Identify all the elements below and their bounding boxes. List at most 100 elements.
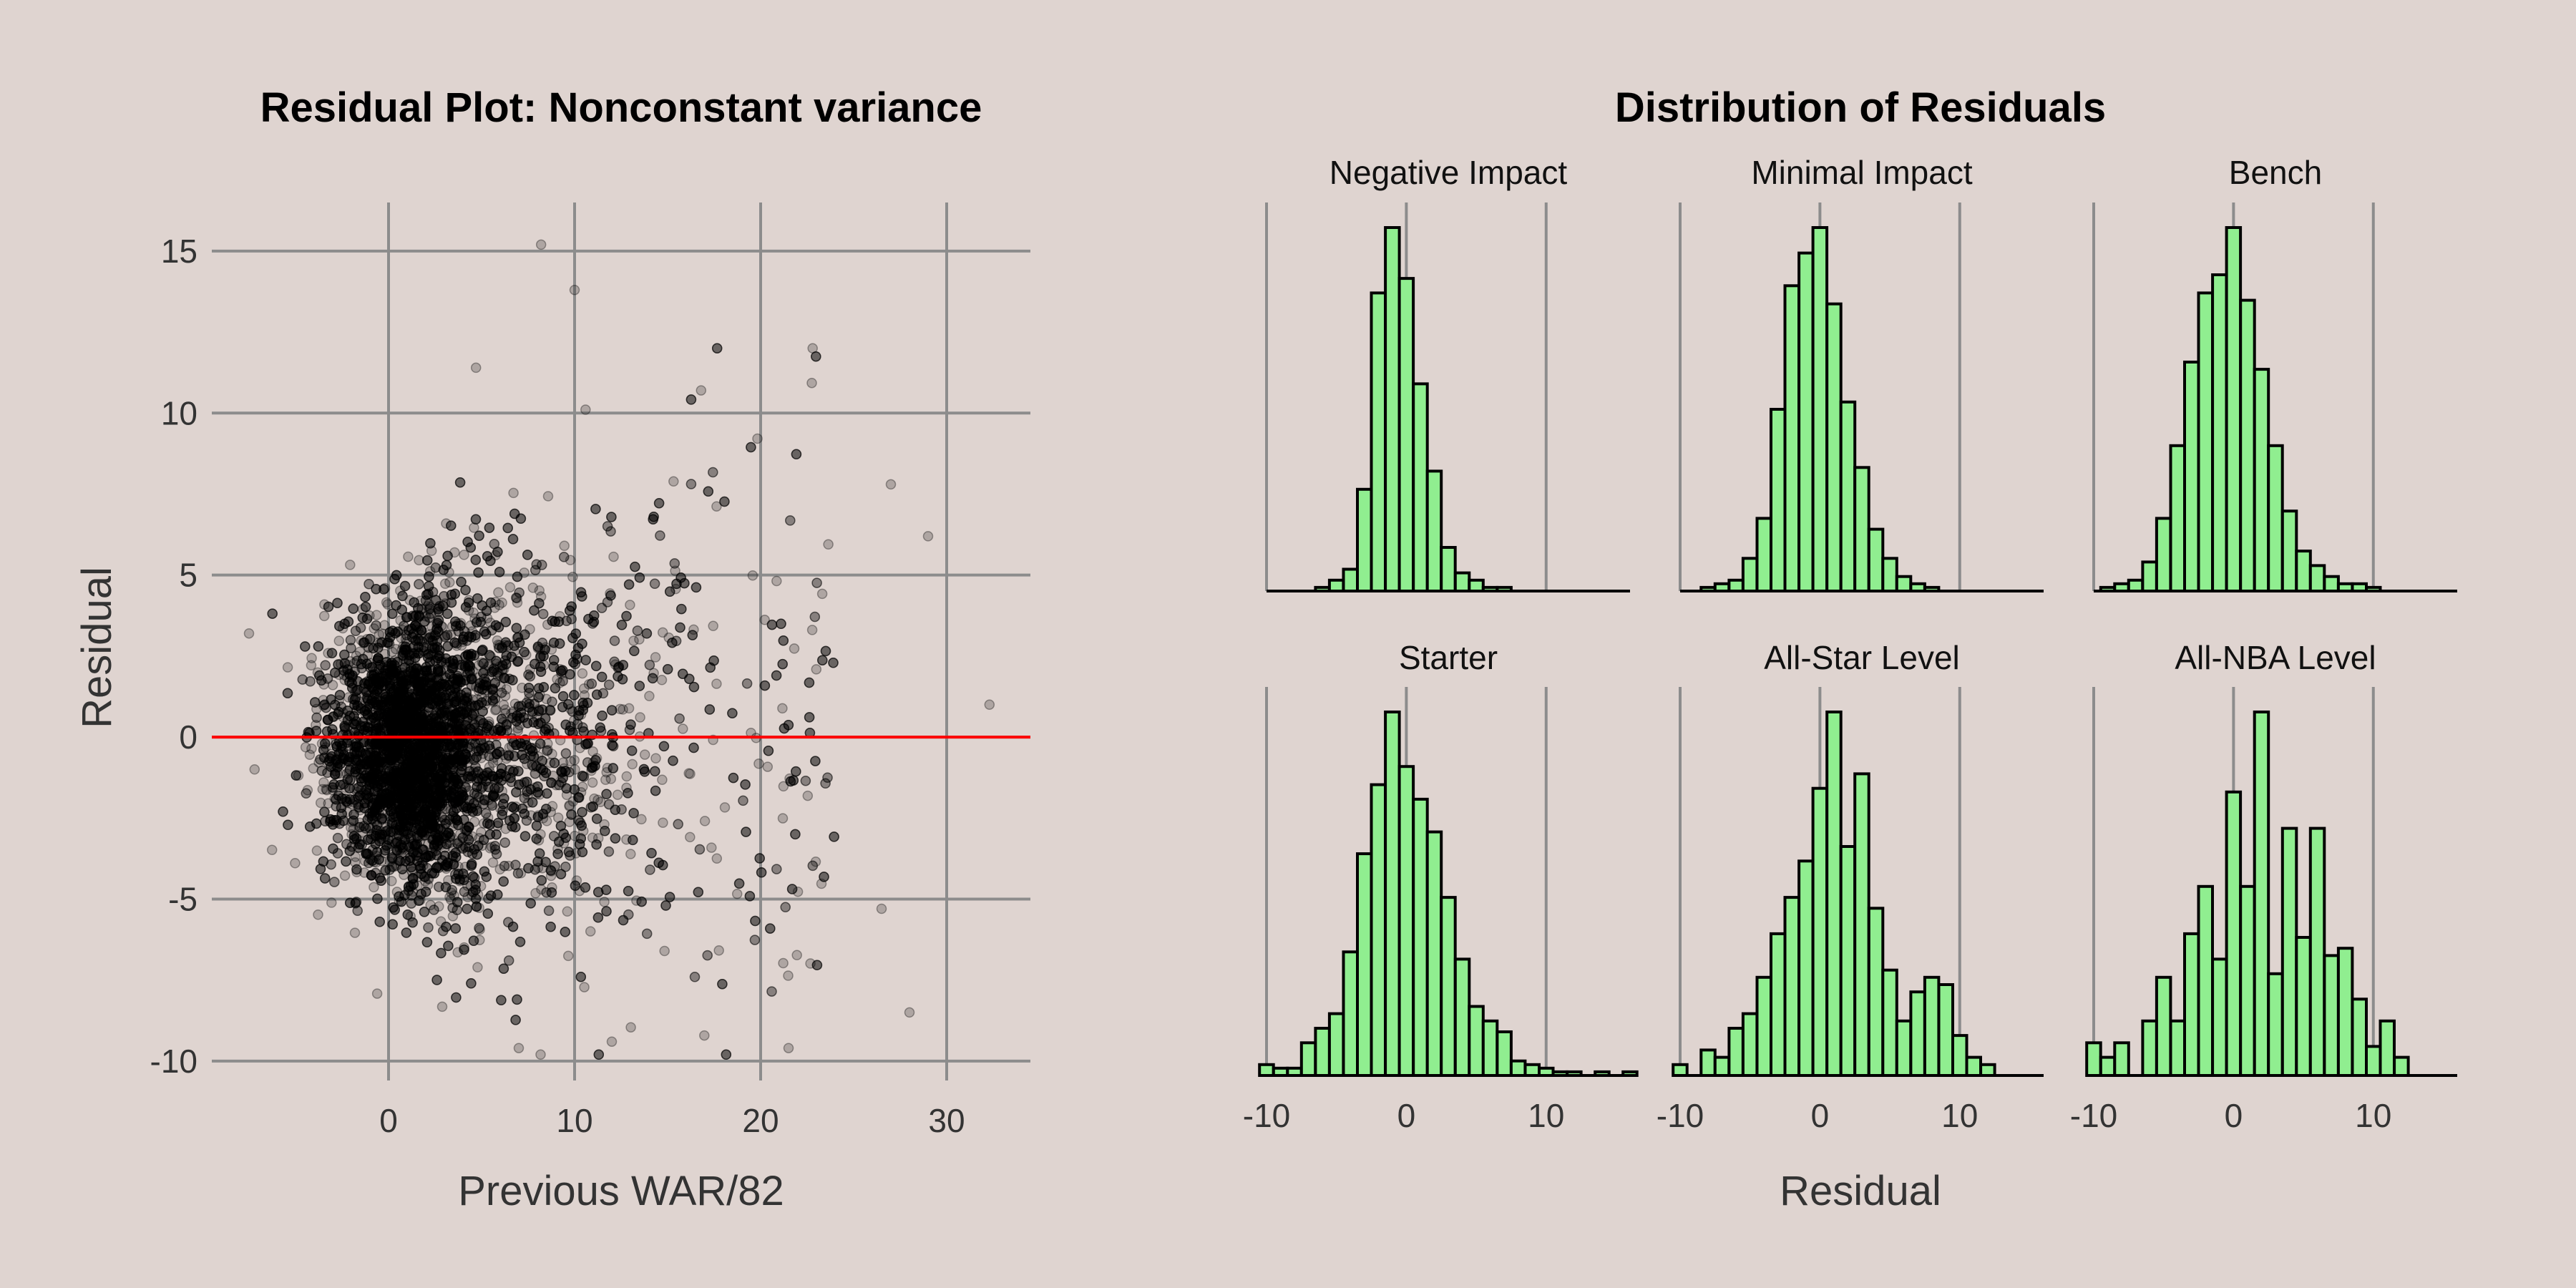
scatter-point: [401, 813, 412, 824]
scatter-point: [656, 675, 668, 686]
scatter-point: [541, 693, 552, 705]
scatter-point: [592, 833, 604, 844]
scatter-point: [437, 622, 448, 633]
scatter-point: [386, 806, 396, 816]
scatter-point: [399, 869, 409, 880]
scatter-point: [407, 668, 418, 679]
scatter-point: [321, 784, 333, 796]
scatter-point: [472, 672, 483, 683]
scatter-point: [421, 827, 432, 838]
scatter-point: [377, 808, 389, 819]
scatter-point: [436, 714, 448, 725]
scatter-point: [823, 539, 834, 550]
scatter-point: [459, 707, 471, 718]
scatter-point: [621, 782, 632, 794]
scatter-point: [384, 784, 395, 794]
scatter-point: [565, 703, 576, 714]
scatter-point: [444, 771, 455, 782]
scatter-point: [393, 698, 404, 709]
scatter-point: [411, 707, 422, 718]
scatter-point: [375, 670, 386, 682]
scatter-point: [459, 942, 469, 953]
scatter-point: [469, 522, 479, 533]
scatter-point: [528, 730, 540, 741]
scatter-point: [599, 897, 610, 907]
scatter-point: [465, 620, 476, 631]
scatter-point: [407, 689, 419, 700]
scatter-point: [404, 794, 415, 804]
scatter-point: [393, 723, 404, 733]
scatter-point: [416, 743, 426, 753]
scatter-point: [388, 703, 399, 714]
scatter-point: [443, 875, 454, 886]
scatter-point: [446, 761, 457, 773]
scatter-point: [414, 718, 426, 730]
scatter-point: [365, 658, 376, 669]
scatter-point: [419, 751, 429, 763]
scatter-point: [371, 831, 381, 842]
scatter-point: [372, 669, 383, 680]
scatter-point: [406, 866, 418, 877]
scatter-point: [384, 765, 395, 776]
scatter-point: [452, 687, 463, 698]
scatter-point: [427, 821, 439, 833]
scatter-point: [516, 779, 527, 790]
scatter-point: [811, 664, 822, 675]
scatter-point: [391, 887, 403, 897]
scatter-point: [390, 698, 401, 709]
scatter-point: [428, 798, 439, 809]
scatter-point: [577, 668, 588, 679]
scatter-point: [381, 739, 393, 750]
scatter-point: [423, 706, 434, 716]
scatter-point: [547, 801, 558, 811]
scatter-point: [402, 708, 414, 719]
scatter-point: [547, 748, 557, 759]
scatter-point: [423, 672, 434, 683]
scatter-point: [522, 758, 532, 769]
scatter-point: [369, 751, 379, 761]
scatter-point: [506, 708, 517, 719]
scatter-point: [535, 1049, 546, 1060]
scatter-point: [420, 708, 431, 720]
scatter-point: [408, 786, 419, 797]
scatter-point: [425, 650, 436, 661]
scatter-point: [404, 769, 415, 780]
scatter-point: [487, 857, 499, 868]
scatter-point: [402, 799, 414, 810]
scatter-point: [455, 618, 467, 629]
scatter-point: [415, 648, 426, 658]
scatter-point: [397, 677, 409, 688]
scatter-point: [525, 810, 537, 821]
scatter-point: [466, 679, 477, 691]
scatter-point: [413, 872, 424, 882]
scatter-points: [243, 239, 995, 1060]
scatter-point: [482, 812, 494, 823]
scatter-point: [406, 766, 418, 777]
scatter-point: [512, 723, 523, 734]
scatter-point: [327, 784, 338, 796]
scatter-point: [401, 840, 413, 851]
scatter-point: [512, 592, 522, 604]
scatter-point: [605, 588, 615, 599]
scatter-point: [402, 689, 414, 701]
scatter-point: [449, 709, 460, 720]
scatter-point: [391, 825, 402, 836]
scatter-point: [362, 763, 374, 774]
scatter-point: [587, 832, 598, 844]
scatter-point: [407, 864, 419, 874]
scatter-point: [474, 833, 484, 844]
scatter-point: [343, 660, 353, 670]
scatter-point: [491, 658, 502, 670]
scatter-point: [469, 816, 480, 827]
scatter-point: [384, 789, 395, 801]
scatter-point: [810, 856, 821, 867]
scatter-point: [481, 696, 492, 707]
scatter-point: [554, 779, 565, 791]
scatter-point: [386, 706, 398, 717]
scatter-point: [412, 773, 424, 784]
scatter-point: [688, 624, 699, 635]
scatter-point: [498, 749, 509, 761]
scatter-point: [364, 786, 374, 796]
scatter-point: [427, 791, 439, 803]
scatter-point: [376, 783, 387, 794]
